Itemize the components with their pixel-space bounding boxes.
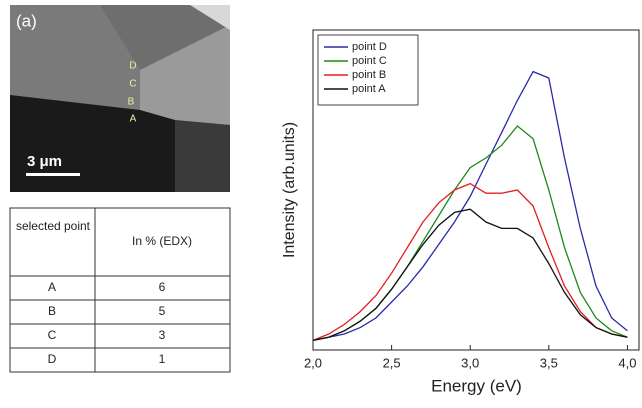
sem-facet (175, 120, 230, 192)
legend-label: point C (352, 55, 387, 67)
table-cell: 1 (159, 352, 166, 366)
point-label: A (130, 114, 137, 125)
table-border (9, 207, 231, 373)
series-line (312, 70, 628, 342)
panel-label: (a) (16, 11, 37, 30)
spectrum-chart: 2,0 2,5 3,0 3,5 4,0 Energy (eV) Intensity (arb… (281, 29, 640, 395)
x-tick-label: 3,0 (461, 355, 479, 370)
header-text: In % (EDX) (132, 234, 192, 248)
point-label: B (128, 97, 135, 108)
header-cell: selected point (15, 219, 91, 233)
sem-facet (190, 5, 230, 30)
edx-table: selected point In % (EDX) A 6 B 5 C 3 D 1 (9, 207, 231, 373)
sem-facet (140, 25, 230, 125)
x-tick-label: 2,5 (383, 355, 401, 370)
header-text: selected point (15, 219, 91, 233)
plot-frame (312, 29, 640, 351)
table-cell: 3 (159, 328, 166, 342)
series-line (312, 208, 628, 342)
table-cell: 5 (159, 304, 166, 318)
point-label: C (129, 79, 136, 90)
table-cell: B (48, 304, 56, 318)
sem-facet (10, 95, 175, 192)
table-cell: C (48, 328, 57, 342)
y-axis-label: Intensity (arb.units) (281, 122, 298, 258)
series-line (312, 182, 628, 342)
table-cell: A (48, 280, 56, 294)
x-axis-label: Energy (eV) (431, 376, 522, 395)
sem-image: (a) D C B A 3 μm (10, 5, 230, 192)
x-tick-label: 3,5 (540, 355, 558, 370)
legend-label: point A (352, 83, 386, 95)
x-tick-label: 4,0 (618, 355, 636, 370)
scale-bar (26, 173, 80, 176)
legend-label: point D (352, 41, 387, 53)
point-label: D (129, 61, 136, 72)
table-cell: 6 (159, 280, 166, 294)
table-cell: D (48, 352, 57, 366)
series-line (312, 125, 628, 342)
legend-label: point B (352, 69, 386, 81)
x-tick-label: 2,0 (304, 355, 322, 370)
scale-bar-label: 3 μm (27, 153, 62, 170)
sem-facet (10, 5, 140, 110)
